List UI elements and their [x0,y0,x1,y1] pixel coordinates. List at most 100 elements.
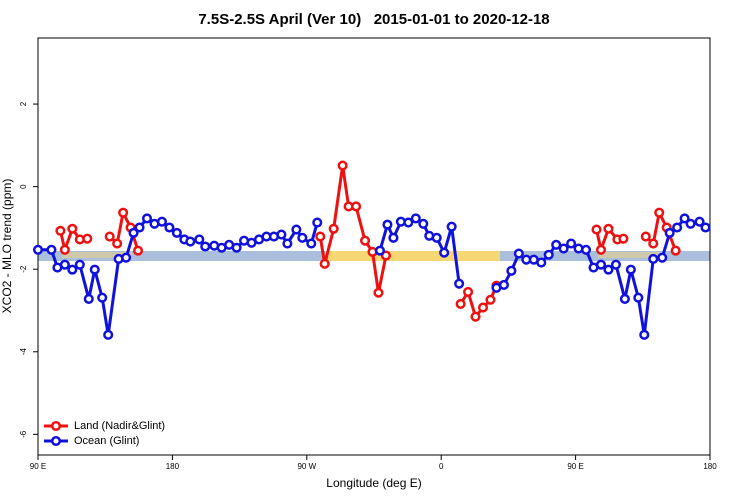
point [439,247,450,258]
point [694,216,705,227]
point [59,244,70,255]
point [455,298,466,309]
point [619,293,630,304]
point [103,329,114,340]
point [83,293,94,304]
point [46,244,57,255]
point [513,248,524,259]
point [374,245,386,256]
point [403,217,414,228]
point [543,249,554,260]
point [506,265,517,276]
point [164,222,175,233]
point [373,287,384,298]
point [603,264,614,275]
point [291,224,302,235]
point [477,302,489,313]
point [97,292,108,303]
point [297,232,308,243]
point [328,223,339,234]
point [595,259,607,270]
point [648,238,659,249]
point [618,233,629,244]
point [640,231,651,242]
x-tick-label: 180 [166,462,180,471]
band-land [325,251,500,261]
point [382,219,393,230]
point [470,311,481,322]
point [200,241,211,252]
point [319,258,330,269]
point [185,236,196,247]
point [566,238,577,249]
band-land-speckle [598,252,662,258]
point [67,264,78,275]
y-tick-label: -2 [19,265,28,273]
point [67,223,78,234]
point [672,222,683,233]
legend-marker [50,420,62,432]
point [633,292,644,303]
point [558,243,569,254]
y-axis-label: XCO2 - MLO trend (ppm) [0,179,14,314]
point [685,218,696,229]
point [231,242,242,253]
point [610,259,621,270]
point [639,329,650,340]
point [59,259,70,270]
point [625,264,636,275]
point [82,233,93,244]
y-tick-label: 2 [19,101,28,106]
x-tick-label: 90 W [297,462,316,471]
y-tick-label: -6 [19,430,28,438]
point [498,279,509,290]
point [418,218,429,229]
legend-marker [50,435,62,447]
x-axis-label: Longitude (deg E) [326,476,421,490]
point [551,239,562,250]
point [359,235,371,246]
point [194,234,205,245]
y-tick-label: -4 [19,348,28,356]
point [171,227,182,238]
point [89,264,100,275]
point [410,213,421,224]
x-tick-label: 90 E [30,462,46,471]
point [591,224,602,235]
x-tick-label: 0 [439,462,444,471]
point [657,252,668,263]
chart-title: 7.5S-2.5S April (Ver 10) 2015-01-01 to 2… [198,11,549,28]
point [431,232,442,243]
point [388,232,399,243]
point [112,238,123,249]
point [603,223,614,234]
point [454,278,465,289]
point [282,238,293,249]
point [463,286,474,297]
point [121,252,132,263]
legend-label: Ocean (Glint) [74,435,139,447]
point [312,217,323,228]
point [141,213,153,224]
point [276,229,287,240]
point [315,231,326,242]
point [536,257,547,268]
y-tick-label: 0 [19,184,28,189]
band-land-speckle [62,252,132,258]
point [134,222,145,233]
x-tick-label: 90 E [567,462,583,471]
point [128,227,139,238]
point [55,225,66,236]
point [679,213,690,224]
point [156,216,167,227]
point [104,231,115,242]
point [485,294,496,305]
point [664,227,675,238]
point [670,245,681,256]
point [133,245,144,256]
point [380,250,391,261]
point [581,244,592,255]
point [351,201,362,212]
point [654,207,665,218]
